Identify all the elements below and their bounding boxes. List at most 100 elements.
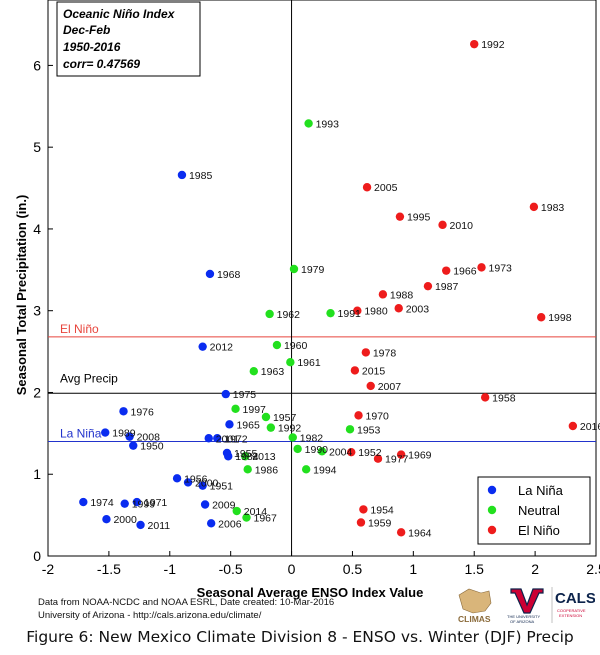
chart-title-line-1: Oceanic Niño Index xyxy=(63,7,176,21)
data-point-label: 2015 xyxy=(362,365,386,377)
data-point-label: 1957 xyxy=(273,412,297,424)
x-axis-label: Seasonal Average ENSO Index Value xyxy=(197,585,424,600)
svg-text:THE UNIVERSITY: THE UNIVERSITY xyxy=(507,614,540,619)
data-point xyxy=(183,478,193,487)
data-point-label: 2010 xyxy=(450,220,474,232)
x-tick-label: 0.5 xyxy=(343,561,363,577)
chart-title-line-4: corr= 0.47569 xyxy=(63,57,140,71)
data-point-label: 1995 xyxy=(407,212,431,224)
data-point-label: 2000 xyxy=(195,477,219,489)
y-tick-label: 3 xyxy=(33,303,41,319)
data-point xyxy=(119,407,128,416)
data-point-label: 1993 xyxy=(316,118,340,130)
data-point xyxy=(198,342,207,351)
data-point xyxy=(480,393,490,402)
data-point xyxy=(206,519,216,528)
data-point-label: 1990 xyxy=(305,444,329,456)
legend-marker xyxy=(487,505,497,515)
data-point-label: 1970 xyxy=(366,410,390,422)
data-point xyxy=(529,202,539,212)
data-point xyxy=(204,434,213,443)
data-point-label: 1958 xyxy=(492,392,516,404)
data-point xyxy=(221,389,230,399)
data-point-label: 2016 xyxy=(580,421,600,433)
data-point-label: 1998 xyxy=(548,312,572,324)
data-point-label: 1986 xyxy=(255,464,279,476)
data-point-label: 2004 xyxy=(329,446,353,458)
data-point xyxy=(304,119,313,128)
data-point-label: 1983 xyxy=(541,202,565,214)
data-point xyxy=(172,474,182,483)
legend-label: La Niña xyxy=(518,483,564,498)
data-point-label: 1963 xyxy=(261,366,285,378)
data-point xyxy=(125,432,134,441)
data-point-label: 1959 xyxy=(368,517,392,529)
data-point xyxy=(356,518,366,527)
svg-text:CALS: CALS xyxy=(555,590,595,607)
data-point-label: 1975 xyxy=(233,389,257,401)
data-point xyxy=(354,411,363,420)
data-point xyxy=(288,433,297,442)
reference-line-label: La Niña xyxy=(60,427,102,441)
data-point-label: 2013 xyxy=(252,451,276,463)
data-point xyxy=(102,515,111,524)
cals-logo: CALS COOPERATIVE EXTENSION xyxy=(551,587,595,623)
data-point-label: 1980 xyxy=(364,306,388,318)
data-point-label: 1955 xyxy=(234,448,258,460)
data-point xyxy=(120,499,129,508)
svg-text:EXTENSION: EXTENSION xyxy=(559,613,582,618)
data-point-label: 1977 xyxy=(385,454,409,466)
data-point xyxy=(326,308,335,318)
data-point xyxy=(361,348,371,357)
data-point-label: 2012 xyxy=(210,342,234,354)
data-point xyxy=(378,290,388,299)
x-tick-label: -1 xyxy=(164,561,177,577)
data-point-label: 1992 xyxy=(278,423,302,435)
y-tick-label: 4 xyxy=(33,221,41,237)
data-point-label: 1953 xyxy=(357,424,381,436)
data-point xyxy=(394,304,403,313)
data-point xyxy=(198,481,207,490)
data-point-label: 1966 xyxy=(453,266,477,278)
title-box: Oceanic Niño Index Dec-Feb 1950-2016 cor… xyxy=(56,1,201,77)
data-point-label: 1988 xyxy=(390,289,414,301)
data-point xyxy=(362,183,372,192)
svg-text:CLIMAS: CLIMAS xyxy=(458,614,491,624)
data-point xyxy=(266,423,276,432)
data-point-label: 1994 xyxy=(313,464,337,476)
data-point xyxy=(132,497,142,507)
data-point xyxy=(129,441,138,450)
plot-area xyxy=(47,0,597,557)
data-point xyxy=(177,170,187,180)
data-point-label: 1967 xyxy=(253,513,277,525)
data-point xyxy=(232,506,241,516)
svg-text:COOPERATIVE: COOPERATIVE xyxy=(557,608,586,613)
university-of-arizona-logo: THE UNIVERSITY OF ARIZONA xyxy=(507,588,544,624)
logo-group: CLIMAS THE UNIVERSITY OF ARIZONA CALS CO… xyxy=(458,587,595,624)
data-point xyxy=(79,497,88,507)
credit-line-2: University of Arizona - http://cals.ariz… xyxy=(38,610,262,621)
data-point-label: 2008 xyxy=(137,432,161,444)
chart-title-line-3: 1950-2016 xyxy=(63,40,121,54)
data-point-label: 1961 xyxy=(297,357,321,369)
data-point xyxy=(301,465,311,474)
data-point-label: 1954 xyxy=(370,504,394,516)
x-tick-label: 2 xyxy=(531,561,539,577)
data-point xyxy=(200,500,210,509)
y-tick-label: 1 xyxy=(33,466,41,482)
data-point xyxy=(265,309,274,319)
data-point xyxy=(568,421,578,431)
data-point-label: 1985 xyxy=(189,170,213,182)
data-point xyxy=(272,340,282,350)
credit-line-1: Data from NOAA-NCDC and NOAA ESRL, Date … xyxy=(38,597,335,608)
data-point-label: 1968 xyxy=(217,269,241,281)
x-tick-label: -0.5 xyxy=(219,561,243,577)
x-tick-label: -2 xyxy=(42,561,55,577)
data-point-label: 1978 xyxy=(373,347,397,359)
data-point-label: 1992 xyxy=(481,39,505,51)
data-point-label: 1979 xyxy=(301,264,325,276)
reference-line-label: Avg Precip xyxy=(60,371,118,385)
data-point-label: 2000 xyxy=(113,514,137,526)
y-tick-label: 6 xyxy=(33,57,41,73)
data-point-label: 2001 xyxy=(216,433,240,445)
